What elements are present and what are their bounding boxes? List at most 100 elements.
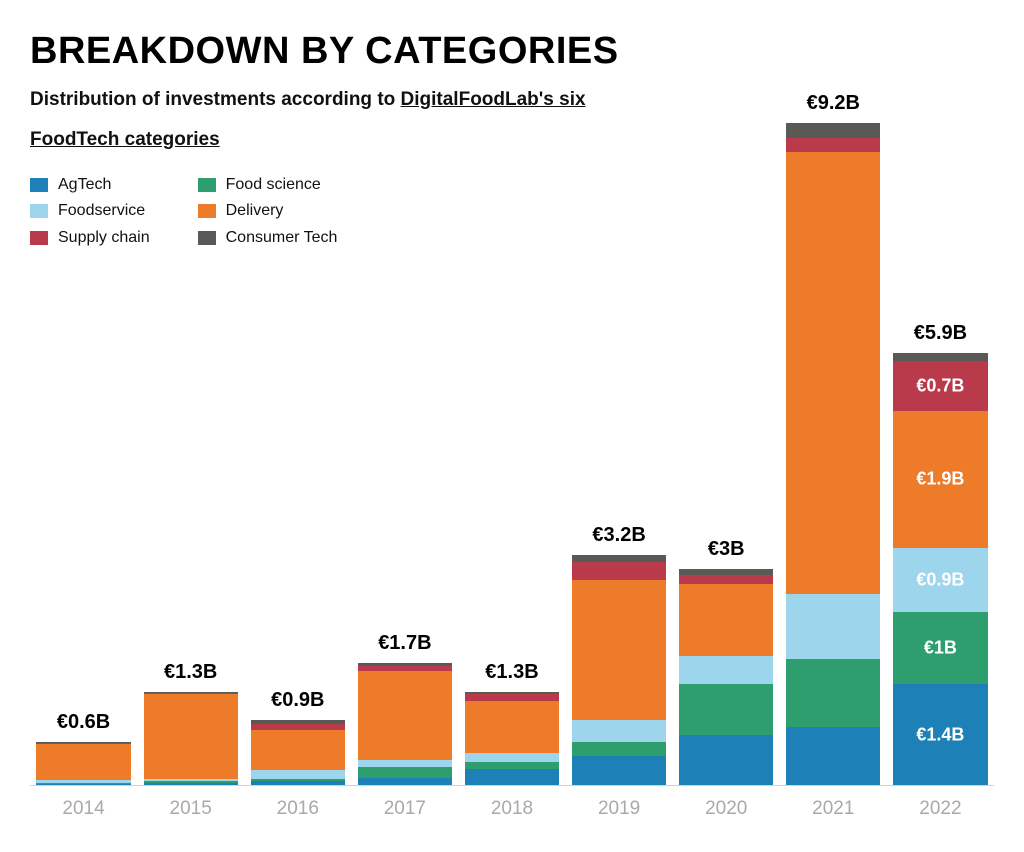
segment-delivery xyxy=(786,152,880,594)
segment-supply_chain xyxy=(679,575,773,584)
segment-food_science xyxy=(36,783,130,784)
x-axis-label: 2021 xyxy=(780,798,887,820)
segment-foodservice xyxy=(786,594,880,659)
chart-container: Distribution of investments according to… xyxy=(30,80,994,830)
segment-consumer_tech xyxy=(358,663,452,667)
segment-food_science xyxy=(465,762,559,769)
segment-consumer_tech xyxy=(572,555,666,562)
segment-agtech: €1.4B xyxy=(893,684,987,785)
segment-foodservice xyxy=(251,770,345,779)
segment-agtech xyxy=(251,781,345,785)
segment-food_science xyxy=(679,684,773,734)
x-axis-label: 2019 xyxy=(566,798,673,820)
bar-stack: €9.2B xyxy=(786,123,880,785)
bar-total-label: €1.7B xyxy=(348,632,461,655)
bar-2020: €3B xyxy=(673,80,780,785)
segment-supply_chain xyxy=(36,743,130,744)
segment-delivery xyxy=(358,671,452,760)
bar-total-label: €0.6B xyxy=(27,711,140,734)
segment-supply_chain: €0.7B xyxy=(893,361,987,411)
x-axis-labels: 201420152016201720182019202020212022 xyxy=(30,786,994,830)
segment-food_science xyxy=(144,781,238,782)
segment-consumer_tech xyxy=(251,720,345,724)
x-axis-label: 2016 xyxy=(244,798,351,820)
bar-total-label: €3.2B xyxy=(563,524,676,547)
x-axis-label: 2022 xyxy=(887,798,994,820)
plot-area: €0.6B€1.3B€0.9B€1.7B€1.3B€3.2B€3B€9.2B€1… xyxy=(30,80,994,786)
bar-2014: €0.6B xyxy=(30,80,137,785)
bar-total-label: €0.9B xyxy=(241,689,354,712)
segment-agtech xyxy=(465,769,559,785)
bar-total-label: €9.2B xyxy=(777,92,890,115)
segment-label: €0.9B xyxy=(893,569,987,590)
segment-label: €1.9B xyxy=(893,469,987,490)
x-axis-label: 2014 xyxy=(30,798,137,820)
bar-total-label: €1.3B xyxy=(455,661,568,684)
chart-title: BREAKDOWN BY CATEGORIES xyxy=(30,30,994,73)
bar-2018: €1.3B xyxy=(458,80,565,785)
bar-2022: €1.4B €1B €0.9B €1.9B €0.7B €5.9B xyxy=(887,80,994,785)
segment-label: €1.4B xyxy=(893,724,987,745)
segment-delivery xyxy=(36,743,130,780)
segment-delivery: €1.9B xyxy=(893,411,987,548)
segment-food_science xyxy=(572,742,666,756)
segment-delivery xyxy=(679,584,773,656)
segment-agtech xyxy=(358,778,452,785)
segment-agtech xyxy=(144,783,238,785)
segment-consumer_tech xyxy=(465,692,559,695)
segment-supply_chain xyxy=(465,694,559,700)
segment-food_science xyxy=(251,779,345,782)
segment-supply_chain xyxy=(358,666,452,670)
segment-consumer_tech xyxy=(786,123,880,137)
page: BREAKDOWN BY CATEGORIES Distribution of … xyxy=(0,0,1024,852)
bar-2015: €1.3B xyxy=(137,80,244,785)
segment-supply_chain xyxy=(786,138,880,152)
segment-food_science xyxy=(358,767,452,778)
x-axis-label: 2018 xyxy=(458,798,565,820)
segment-agtech xyxy=(572,756,666,785)
segment-foodservice xyxy=(144,779,238,782)
bar-2017: €1.7B xyxy=(351,80,458,785)
segment-foodservice xyxy=(465,753,559,762)
segment-supply_chain xyxy=(251,724,345,730)
x-axis-label: 2017 xyxy=(351,798,458,820)
segment-delivery xyxy=(144,694,238,778)
bar-stack: €1.4B€1B€0.9B€1.9B€0.7B€5.9B xyxy=(893,353,987,785)
segment-foodservice xyxy=(358,760,452,767)
segment-label: €1B xyxy=(893,638,987,659)
bar-stack: €0.9B xyxy=(251,720,345,785)
segment-food_science xyxy=(786,659,880,727)
bar-stack: €1.3B xyxy=(465,692,559,785)
segment-foodservice xyxy=(36,780,130,783)
segment-delivery xyxy=(572,580,666,720)
bar-2021: €9.2B xyxy=(780,80,887,785)
x-axis-label: 2020 xyxy=(673,798,780,820)
x-axis-label: 2015 xyxy=(137,798,244,820)
bar-stack: €0.6B xyxy=(36,742,130,785)
segment-consumer_tech xyxy=(144,692,238,693)
segment-delivery xyxy=(251,730,345,770)
segment-food_science: €1B xyxy=(893,612,987,684)
segment-consumer_tech xyxy=(893,353,987,360)
segment-consumer_tech xyxy=(679,569,773,575)
segment-agtech xyxy=(36,784,130,785)
segment-foodservice xyxy=(572,720,666,742)
segment-foodservice: €0.9B xyxy=(893,548,987,613)
segment-delivery xyxy=(465,701,559,754)
bar-2016: €0.9B xyxy=(244,80,351,785)
bar-stack: €1.7B xyxy=(358,663,452,785)
bar-stack: €1.3B xyxy=(144,692,238,786)
bar-stack: €3.2B xyxy=(572,555,666,785)
bar-2019: €3.2B xyxy=(566,80,673,785)
segment-supply_chain xyxy=(572,562,666,580)
segment-consumer_tech xyxy=(36,742,130,743)
segment-label: €0.7B xyxy=(893,375,987,396)
segment-foodservice xyxy=(679,656,773,685)
bar-total-label: €3B xyxy=(670,538,783,561)
segment-agtech xyxy=(679,735,773,785)
segment-supply_chain xyxy=(144,693,238,694)
segment-agtech xyxy=(786,727,880,785)
bar-total-label: €5.9B xyxy=(884,322,997,345)
bar-total-label: €1.3B xyxy=(134,661,247,684)
bar-stack: €3B xyxy=(679,569,773,785)
